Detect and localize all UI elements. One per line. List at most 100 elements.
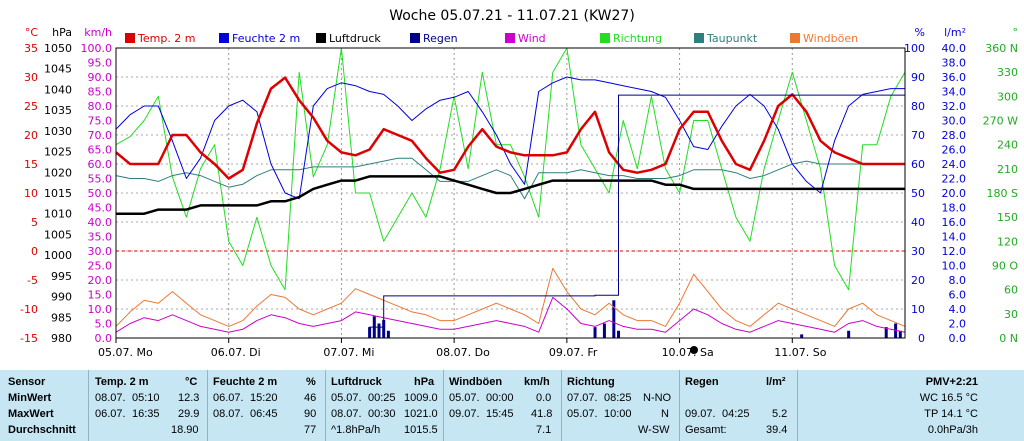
dir-max-date: 05.07. bbox=[567, 408, 598, 420]
axis-tick-pressure: 990 bbox=[51, 291, 72, 304]
divider bbox=[207, 370, 208, 441]
axis-tick-humidity: 10 bbox=[911, 303, 925, 316]
hum-unit: % bbox=[306, 376, 316, 388]
legend-label-humidity: Feuchte 2 m bbox=[232, 32, 300, 45]
axis-tick-pressure: 985 bbox=[51, 311, 72, 324]
temp-min-time: 05:10 bbox=[132, 392, 160, 404]
axis-tick-temp: 10 bbox=[24, 187, 38, 200]
axis-tick-temp: 35 bbox=[24, 42, 38, 55]
axis-tick-humidity: 30 bbox=[911, 245, 925, 258]
axis-tick-direction: 210 bbox=[997, 163, 1018, 176]
axis-tick-rain: 38.0 bbox=[942, 57, 967, 70]
dir-min-date: 07.07. bbox=[567, 392, 598, 404]
legend-swatch-temp bbox=[125, 33, 135, 43]
axis-tick-pressure: 1040 bbox=[44, 83, 72, 96]
gust-max-date: 09.07. bbox=[449, 408, 480, 420]
axis-tick-wind: 100.0 bbox=[81, 42, 113, 55]
dir-max-val: N bbox=[661, 408, 669, 420]
legend: Temp. 2 m Feuchte 2 m Luftdruck Regen Wind Ri… bbox=[125, 32, 858, 45]
hum-min-time: 15:20 bbox=[250, 392, 278, 404]
axis-tick-pressure: 980 bbox=[51, 332, 72, 345]
axis-tick-direction: 120 bbox=[997, 235, 1018, 248]
gust-avg: 7.1 bbox=[536, 424, 552, 436]
current-time-marker bbox=[690, 346, 698, 354]
axis-tick-humidity: 0 bbox=[918, 332, 925, 345]
axis-tick-pressure: 1015 bbox=[44, 187, 72, 200]
hum-min-date: 06.07. bbox=[213, 392, 244, 404]
axis-label-rain: l/m² bbox=[944, 26, 966, 39]
divider bbox=[679, 370, 680, 441]
axis-tick-temp: -10 bbox=[20, 303, 38, 316]
rain-bar bbox=[382, 319, 386, 338]
legend-swatch-direction bbox=[600, 33, 610, 43]
press-avg: 1015.5 bbox=[404, 424, 438, 436]
series-temp bbox=[115, 76, 905, 180]
press-max-val: 1021.0 bbox=[404, 408, 438, 420]
press-max-time: 00:30 bbox=[368, 408, 396, 420]
axis-tick-rain: 32.0 bbox=[942, 100, 967, 113]
x-tick-label: 07.07. Mi bbox=[323, 346, 374, 359]
rain-bar bbox=[617, 330, 621, 338]
axis-tick-pressure: 1020 bbox=[44, 166, 72, 179]
press-min-val: 1009.0 bbox=[404, 392, 438, 404]
axis-tick-temp: -15 bbox=[20, 332, 38, 345]
axis-tick-rain: 0.0 bbox=[949, 332, 967, 345]
axis-tick-rain: 28.0 bbox=[942, 129, 967, 142]
rain-bar bbox=[612, 300, 616, 338]
axis-tick-humidity: 20 bbox=[911, 274, 925, 287]
pmv-wc: WC 16.5 °C bbox=[919, 392, 978, 404]
legend-swatch-gust bbox=[790, 33, 800, 43]
legend-label-rain: Regen bbox=[423, 32, 458, 45]
pmv-trend: 0.0hPa/3h bbox=[927, 424, 978, 436]
axis-tick-wind: 15.0 bbox=[88, 289, 113, 302]
gust-min-val: 0.0 bbox=[536, 392, 552, 404]
axis-tick-direction: 0 N bbox=[999, 332, 1018, 345]
axis-tick-wind: 90.0 bbox=[88, 71, 113, 84]
axis-tick-humidity: 70 bbox=[911, 129, 925, 142]
hum-max-time: 06:45 bbox=[250, 408, 278, 420]
press-max-date: 08.07. bbox=[331, 408, 362, 420]
axis-tick-rain: 26.0 bbox=[942, 144, 967, 157]
hum-max-val: 90 bbox=[304, 408, 317, 420]
hum-header: Feuchte 2 m bbox=[213, 376, 278, 388]
stats-header-sensor: Sensor bbox=[8, 376, 46, 388]
axis-tick-rain: 30.0 bbox=[942, 115, 967, 128]
axis-tick-direction: 300 bbox=[997, 90, 1018, 103]
divider bbox=[797, 370, 798, 441]
gust-header: Windböen bbox=[449, 376, 503, 388]
dir-header: Richtung bbox=[567, 376, 615, 388]
press-min-time: 00:25 bbox=[368, 392, 396, 404]
temp-max-date: 06.07. bbox=[95, 408, 126, 420]
dir-min-val: N-NO bbox=[643, 392, 672, 404]
hum-max-date: 08.07. bbox=[213, 408, 244, 420]
axis-tick-wind: 45.0 bbox=[88, 202, 113, 215]
axis-tick-pressure: 1050 bbox=[44, 42, 72, 55]
axis-tick-wind: 40.0 bbox=[88, 216, 113, 229]
gust-min-date: 05.07. bbox=[449, 392, 480, 404]
axis-label-temp: °C bbox=[25, 26, 39, 39]
axis-tick-pressure: 1000 bbox=[44, 249, 72, 262]
legend-swatch-pressure bbox=[316, 33, 326, 43]
press-min-date: 05.07. bbox=[331, 392, 362, 404]
axis-tick-wind: 5.0 bbox=[95, 318, 113, 331]
axis-tick-temp: 0 bbox=[31, 245, 38, 258]
axis-tick-wind: 75.0 bbox=[88, 115, 113, 128]
series-humidity bbox=[115, 76, 905, 200]
axis-tick-humidity: 40 bbox=[911, 216, 925, 229]
axis-tick-temp: 20 bbox=[24, 129, 38, 142]
temp-avg: 18.90 bbox=[171, 424, 199, 436]
temp-min-date: 08.07. bbox=[95, 392, 126, 404]
press-unit: hPa bbox=[414, 376, 435, 388]
axis-tick-wind: 35.0 bbox=[88, 231, 113, 244]
chart-axes: 35302520151050-5-10-15°C1050104510401035… bbox=[20, 26, 1018, 345]
axis-tick-rain: 24.0 bbox=[942, 158, 967, 171]
axis-label-direction: ° bbox=[1013, 26, 1019, 39]
axis-label-humidity: % bbox=[915, 26, 925, 39]
axis-tick-pressure: 1010 bbox=[44, 208, 72, 221]
axis-tick-rain: 22.0 bbox=[942, 173, 967, 186]
axis-tick-direction: 30 bbox=[1004, 308, 1018, 321]
gust-max-val: 41.8 bbox=[531, 408, 553, 420]
rain-bar bbox=[593, 327, 597, 338]
legend-label-direction: Richtung bbox=[613, 32, 662, 45]
axis-tick-rain: 18.0 bbox=[942, 202, 967, 215]
